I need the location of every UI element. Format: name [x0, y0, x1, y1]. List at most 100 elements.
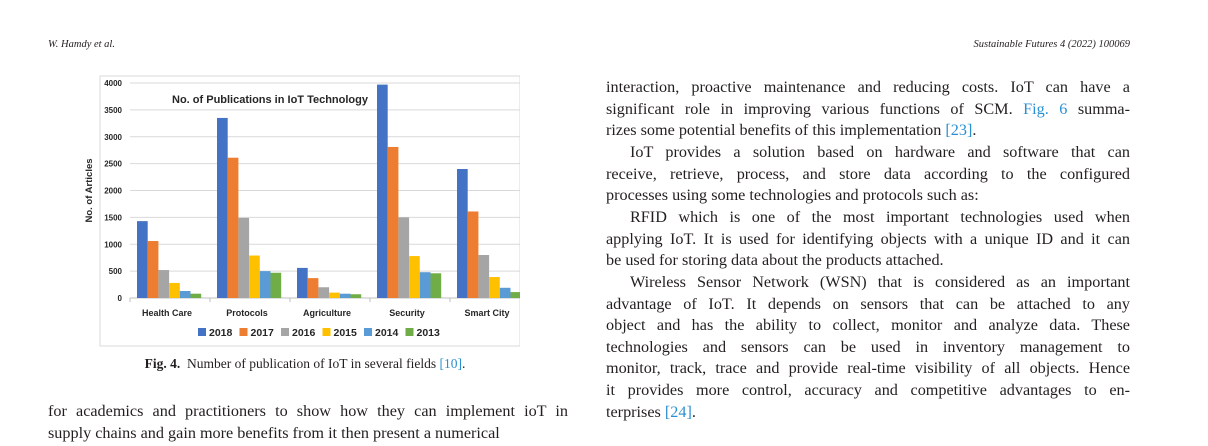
bar-2014-agriculture [339, 293, 351, 298]
text-segment: rizes some potential benefits of this im… [606, 121, 946, 140]
text-segment: . [691, 402, 696, 421]
bar-2013-smart-city [510, 292, 520, 298]
y-tick-label: 4000 [104, 79, 122, 88]
text-line: significant role in improving various fu… [606, 99, 1130, 120]
x-tick-label: Agriculture [303, 308, 351, 318]
y-tick-label: 0 [118, 294, 123, 303]
legend-label-2018: 2018 [209, 327, 233, 339]
bar-2014-smart-city [499, 287, 511, 298]
x-tick-label: Smart City [464, 308, 509, 318]
bar-2015-security [409, 256, 420, 298]
legend-label-2016: 2016 [292, 327, 316, 339]
bar-2017-agriculture [307, 278, 319, 298]
legend-swatch-2018 [198, 328, 206, 336]
text-segment: advantage of IoT. It depends on sensors … [606, 294, 1130, 313]
legend-swatch-2017 [239, 328, 248, 336]
running-header-authors: W. Hamdy et al. [48, 39, 115, 50]
bar-2016-health-care [158, 270, 170, 298]
bar-2016-agriculture [318, 287, 330, 298]
caption-end: . [461, 356, 466, 371]
reference-link[interactable]: [24] [664, 402, 692, 421]
text-segment: terprises [606, 402, 665, 421]
text-line: processes using some technologies and pr… [606, 185, 1130, 206]
text-line: supply chains and gain more benefits fro… [48, 423, 568, 444]
y-tick-label: 2500 [104, 160, 122, 169]
text-segment: interaction, proactive maintenance and r… [606, 78, 1130, 96]
y-tick-label: 3000 [104, 133, 122, 142]
text-line: advantage of IoT. It depends on sensors … [606, 294, 1130, 315]
publications-bar-chart: 0 500 1000 1500 2000 2500 3000 3500 4000 No. of A… [84, 75, 520, 347]
text-line: rizes some potential benefits of this im… [606, 120, 1130, 141]
x-tick-label: Protocols [226, 308, 268, 318]
y-axis-label: No. of Articles [84, 158, 95, 222]
text-segment: IoT provides a solution based on hardwar… [630, 142, 1130, 161]
reference-link[interactable]: Fig. 6 [1023, 99, 1068, 118]
bar-2015-health-care [169, 282, 180, 298]
text-line: receive, retrieve, process, and store da… [606, 164, 1130, 185]
text-line: for academics and practitioners to show … [48, 401, 568, 422]
reference-link[interactable]: [23] [945, 121, 973, 140]
legend-swatch-2016 [281, 328, 289, 336]
bar-2015-protocols [249, 255, 260, 298]
legend-label-2015: 2015 [334, 327, 358, 339]
text-line: interaction, proactive maintenance and r… [606, 77, 1130, 98]
legend-swatch-2013 [405, 328, 414, 336]
bar-2015-agriculture [329, 292, 340, 298]
text-segment: significant role in improving various fu… [606, 99, 1024, 118]
chart-title: No. of Publications in IoT Technology [172, 94, 369, 106]
text-segment: summa- [1067, 99, 1130, 118]
text-line: Wireless Sensor Network (WSN) that is co… [606, 272, 1130, 293]
bar-2014-security [419, 272, 431, 298]
text-segment: it provides more control, accuracy and c… [606, 381, 1130, 400]
bar-2016-security [398, 217, 410, 298]
text-segment: supply chains and gain more benefits fro… [48, 423, 500, 442]
text-segment: object and has the ability to collect, m… [606, 316, 1130, 335]
text-segment: monitor, track, trace and provide real-t… [606, 359, 1130, 378]
text-line: be used for storing data about the produ… [606, 250, 1130, 271]
text-segment: for academics and practitioners to show … [48, 402, 568, 420]
y-tick-label: 2000 [104, 187, 122, 196]
y-tick-label: 1000 [104, 240, 122, 249]
text-line: monitor, track, trace and provide real-t… [606, 358, 1130, 379]
bar-2016-smart-city [478, 255, 490, 298]
legend-swatch-2015 [322, 328, 331, 336]
text-line: it provides more control, accuracy and c… [606, 380, 1130, 401]
bar-2014-protocols [259, 271, 271, 298]
caption-text: Number of publication of IoT in several … [187, 356, 440, 371]
text-line: technologies and sensors can be used in … [606, 337, 1130, 358]
caption-reference-link[interactable]: [10] [439, 356, 462, 371]
bar-2015-smart-city [489, 277, 500, 298]
text-line: applying IoT. It is used for identifying… [606, 229, 1130, 250]
bar-2018-health-care [137, 221, 148, 298]
figure-caption: Fig. 4. Number of publication of IoT in … [60, 356, 550, 372]
bar-2017-smart-city [467, 211, 479, 298]
bar-2018-protocols [217, 117, 228, 298]
bar-2018-agriculture [297, 267, 308, 298]
legend-label-2014: 2014 [375, 327, 399, 339]
legend-label-2017: 2017 [251, 327, 275, 339]
text-line: IoT provides a solution based on hardwar… [606, 142, 1130, 163]
bar-2017-health-care [147, 241, 159, 298]
bar-2013-agriculture [350, 294, 362, 298]
text-segment: receive, retrieve, process, and store da… [606, 164, 1130, 183]
x-tick-label: Security [389, 308, 425, 318]
bar-2014-health-care [179, 291, 191, 298]
bar-2017-security [387, 146, 399, 298]
bar-2018-smart-city [457, 169, 468, 298]
y-tick-label: 3500 [104, 106, 122, 115]
y-tick-label: 1500 [104, 213, 122, 222]
text-line: RFID which is one of the most important … [606, 207, 1130, 228]
caption-label: Fig. 4. [144, 356, 181, 371]
x-tick-label: Health Care [142, 308, 192, 318]
bar-2013-health-care [190, 293, 202, 298]
text-segment: . [972, 121, 977, 140]
legend-label-2013: 2013 [417, 327, 441, 339]
text-line: terprises [24]. [606, 402, 1130, 423]
y-tick-label: 500 [109, 267, 123, 276]
text-segment: RFID which is one of the most important … [630, 207, 1130, 226]
bar-2013-security [430, 273, 442, 298]
bar-2018-security [377, 84, 388, 298]
legend-swatch-2014 [364, 328, 372, 336]
text-segment: processes using some technologies and pr… [606, 186, 979, 205]
text-segment: applying IoT. It is used for identifying… [606, 229, 1130, 248]
